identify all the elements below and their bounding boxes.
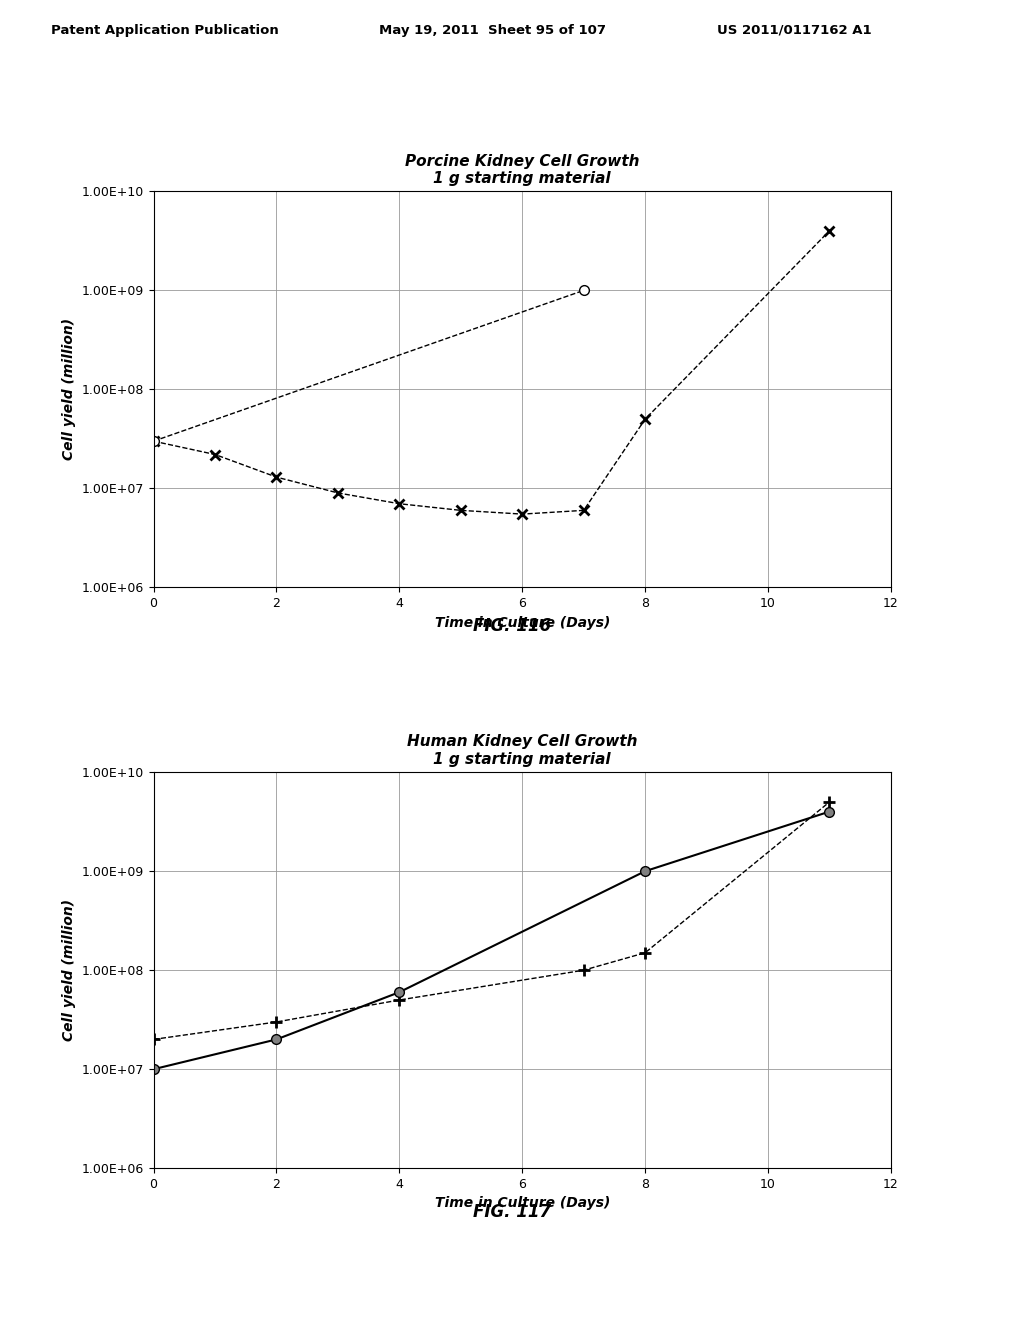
- Text: FIG. 117: FIG. 117: [473, 1203, 551, 1221]
- Text: PK02 Normal: PK02 Normal: [694, 315, 792, 329]
- Text: Patent Application Publication: Patent Application Publication: [51, 24, 279, 37]
- Text: PK01 CKD: PK01 CKD: [694, 272, 768, 285]
- Title: Human Kidney Cell Growth
1 g starting material: Human Kidney Cell Growth 1 g starting ma…: [407, 734, 638, 767]
- X-axis label: Time in Culture (Days): Time in Culture (Days): [434, 1196, 610, 1210]
- X-axis label: Time in Culture (Days): Time in Culture (Days): [434, 615, 610, 630]
- Text: US 2011/0117162 A1: US 2011/0117162 A1: [717, 24, 871, 37]
- Y-axis label: Cell yield (million): Cell yield (million): [61, 318, 76, 461]
- Y-axis label: Cell yield (million): Cell yield (million): [61, 899, 76, 1041]
- Text: Human CKD: Human CKD: [672, 883, 761, 896]
- Text: Human non-CKD: Human non-CKD: [672, 840, 794, 853]
- Text: FIG. 116: FIG. 116: [473, 616, 551, 635]
- Text: May 19, 2011  Sheet 95 of 107: May 19, 2011 Sheet 95 of 107: [379, 24, 606, 37]
- Title: Porcine Kidney Cell Growth
1 g starting material: Porcine Kidney Cell Growth 1 g starting …: [404, 153, 640, 186]
